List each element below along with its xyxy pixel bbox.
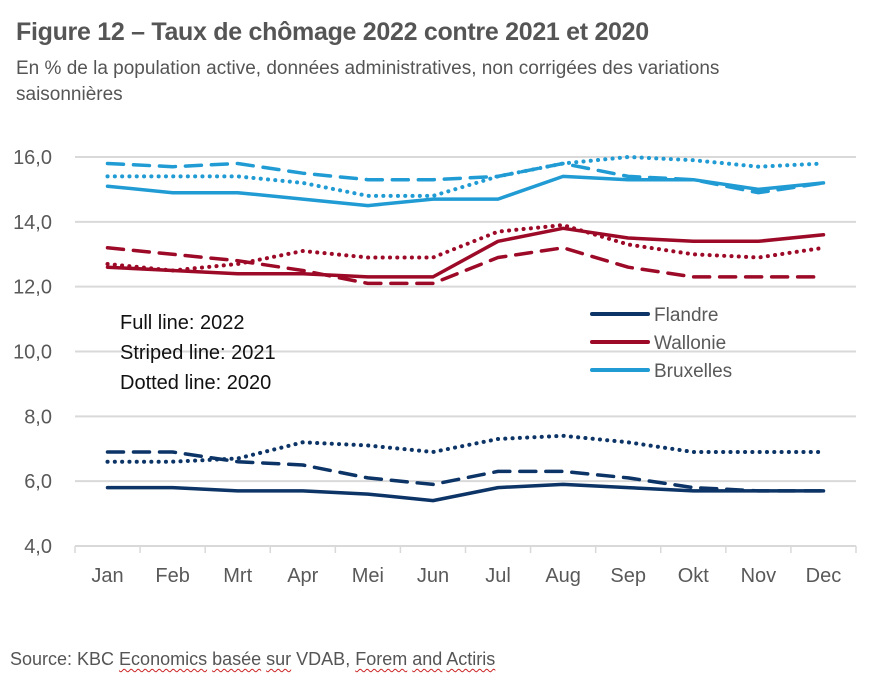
annotation-text: Striped line: 2021 xyxy=(120,342,276,364)
line-style-annotations: Full line: 2022 Striped line: 2021 Dotted … xyxy=(120,312,276,394)
y-tick-label: 16,0 xyxy=(13,147,52,169)
x-tick-label: Jan xyxy=(91,565,123,587)
gridlines xyxy=(75,156,856,483)
source-text-part: sur xyxy=(266,649,292,669)
y-tick-label: 6,0 xyxy=(24,471,52,493)
x-tick-label: Aug xyxy=(545,565,581,587)
y-tick-label: 8,0 xyxy=(24,406,52,428)
y-tick-label: 12,0 xyxy=(13,277,52,299)
source-text-part: Economics xyxy=(119,649,208,669)
x-tick-label: Jun xyxy=(417,565,449,587)
figure-subtitle: En % de la population active, données ad… xyxy=(16,58,720,105)
x-tick-label: Apr xyxy=(287,565,318,587)
y-axis-tick-labels: 4,0 6,0 8,0 10,0 12,0 14,0 16,0 xyxy=(13,147,52,558)
legend-label: Flandre xyxy=(654,305,718,326)
x-tick-label: Mei xyxy=(352,565,384,587)
figure-title: Figure 12 – Taux de chômage 2022 contre … xyxy=(16,18,649,46)
series-line-bruxelles-2020 xyxy=(105,155,826,198)
annotation-text: Full line: 2022 xyxy=(120,312,245,334)
source-text-part: VDAB, xyxy=(291,649,356,669)
series-line-wallonie-2022 xyxy=(105,226,826,279)
series-line-flandre-2022 xyxy=(105,482,826,503)
source-text-part: basée xyxy=(212,649,262,669)
x-tick-label: Feb xyxy=(155,565,189,587)
series-line-bruxelles-2022 xyxy=(105,174,826,208)
y-tick-label: 10,0 xyxy=(13,342,52,364)
series-line-flandre-2021 xyxy=(105,450,826,493)
series-line-wallonie-2020 xyxy=(105,223,826,273)
x-tick-label: Jul xyxy=(485,565,511,587)
x-tick-label: Mrt xyxy=(223,565,252,587)
x-tick-label: Nov xyxy=(741,565,777,587)
legend-label: Bruxelles xyxy=(654,361,732,382)
legend: Flandre Wallonie Bruxelles xyxy=(590,305,732,382)
series-lines xyxy=(105,155,826,503)
y-tick-label: 14,0 xyxy=(13,212,52,234)
x-tick-label: Sep xyxy=(610,565,646,587)
annotation-text: Dotted line: 2020 xyxy=(120,372,271,394)
x-tick-label: Dec xyxy=(806,565,842,587)
source-text-part: Forem xyxy=(355,649,408,669)
source-text-part: Actiris xyxy=(446,649,496,669)
y-tick-label: 4,0 xyxy=(24,536,52,558)
legend-label: Wallonie xyxy=(654,333,726,354)
source-note: Source: KBC Economics basée sur VDAB, Fo… xyxy=(10,649,495,670)
series-line-bruxelles-2021 xyxy=(105,161,826,195)
source-prefix: Source: KBC xyxy=(10,649,120,669)
series-line-wallonie-2021 xyxy=(105,246,826,286)
source-text-part: and xyxy=(412,649,443,669)
x-axis: Jan Feb Mrt Apr Mei Jun Jul Aug Sep Okt Nov Dec xyxy=(74,545,857,587)
x-tick-label: Okt xyxy=(678,565,710,587)
